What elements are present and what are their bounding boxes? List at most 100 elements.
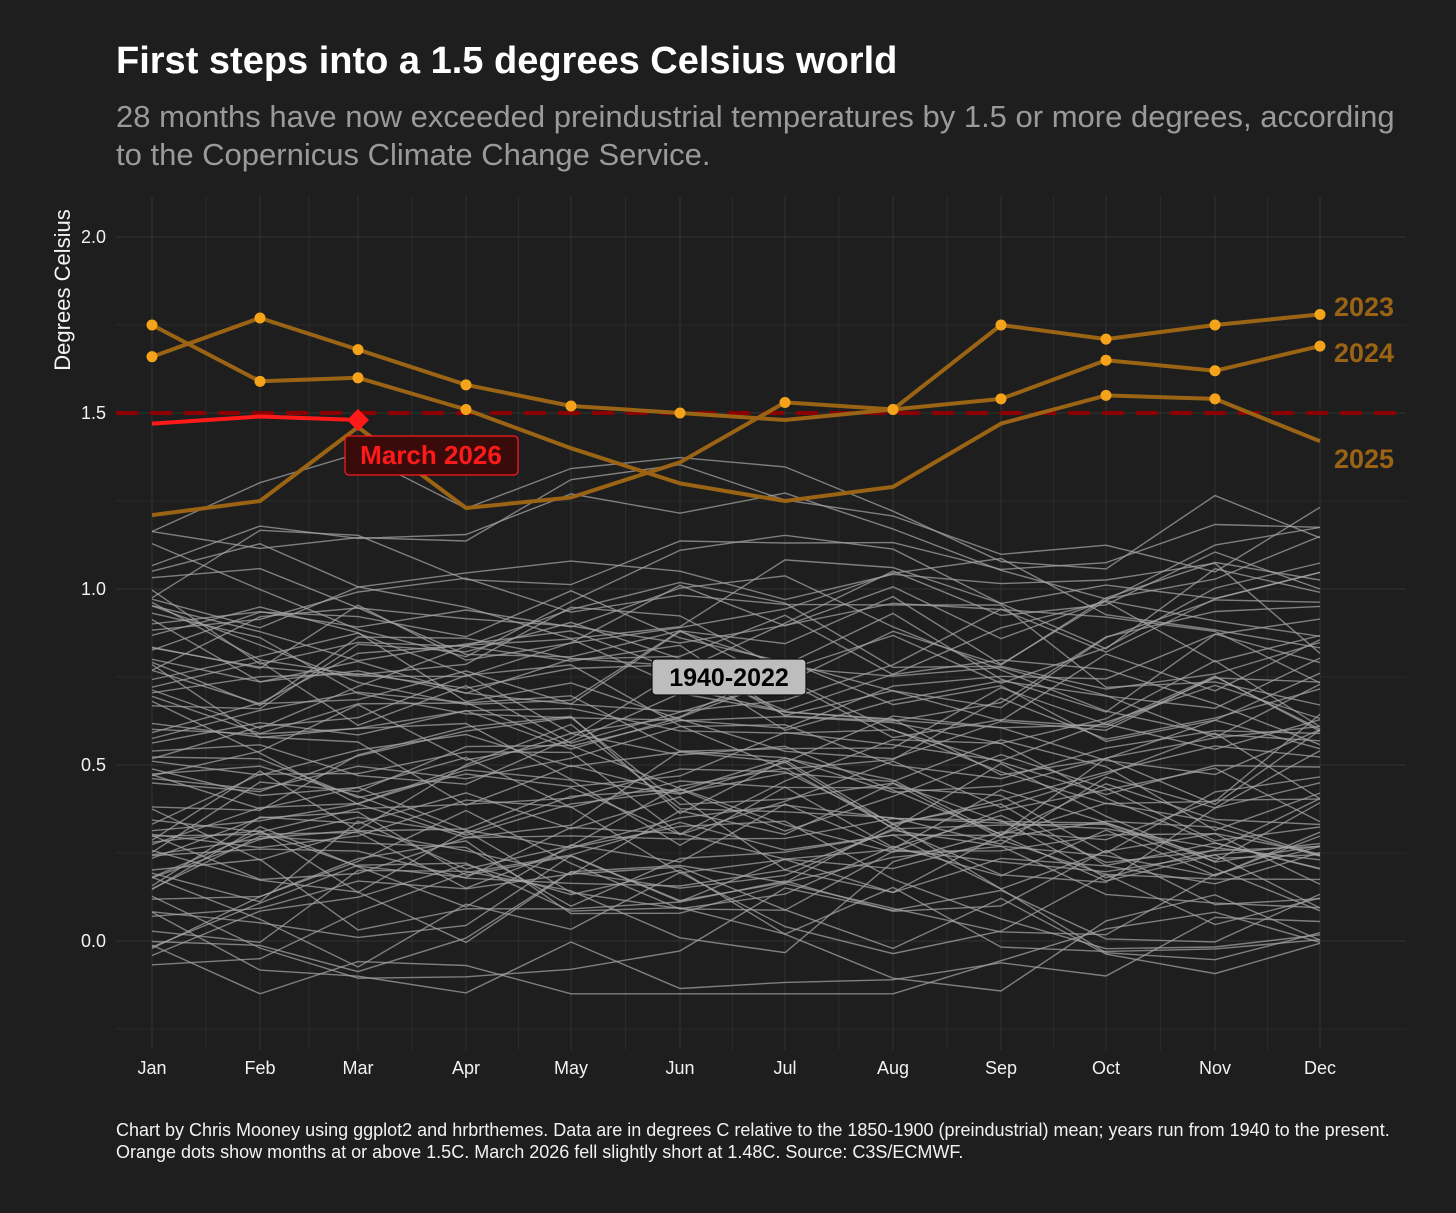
historical-year-line [151, 560, 1321, 654]
historical-year-line [151, 821, 1321, 966]
historical-year-line [151, 614, 1321, 746]
historical-year-line [151, 863, 1321, 992]
chart-labels: 2023 2024 2025 March 2026 1940-2022 [344, 292, 1394, 696]
series-label-2025: 2025 [1334, 444, 1394, 474]
historical-year-line [151, 871, 1321, 968]
x-tick-label: Mar [343, 1058, 374, 1078]
marker-2026-mar [347, 409, 369, 432]
x-tick-label: Sep [985, 1058, 1017, 1078]
x-tick-label: Jun [665, 1058, 694, 1078]
x-tick-label: Feb [244, 1058, 275, 1078]
series-line-2023 [151, 312, 1321, 518]
dot-2023-dec [1314, 308, 1326, 320]
x-tick-label: Dec [1304, 1058, 1336, 1078]
historical-year-line [151, 767, 1321, 903]
dot-2024-apr [460, 379, 472, 391]
dot-2024-oct [1100, 354, 1112, 366]
dot-2024-sep [995, 393, 1007, 405]
x-tick-label: May [554, 1058, 588, 1078]
dot-2025-jan [146, 319, 158, 331]
dot-2023-jul [779, 396, 791, 408]
y-tick-label: 0.5 [81, 755, 106, 775]
historical-year-line [151, 774, 1321, 861]
dot-2024-dec [1314, 340, 1326, 352]
historical-year-line [151, 606, 1321, 760]
historical-year-line [151, 692, 1321, 806]
historical-year-line [151, 659, 1321, 747]
historical-year-line [151, 820, 1321, 950]
dot-2024-may [565, 400, 577, 412]
dot-2024-aug [887, 403, 899, 415]
historical-year-line [151, 612, 1321, 729]
annotation-historical-text: 1940-2022 [669, 664, 789, 692]
annotation-march-2026: March 2026 [344, 435, 519, 476]
historical-year-line [151, 798, 1321, 954]
historical-year-line [151, 840, 1321, 950]
y-tick-label: 0.0 [81, 931, 106, 951]
y-tick-label: 1.5 [81, 403, 106, 423]
historical-year-line [151, 664, 1321, 770]
historical-year-line [151, 911, 1321, 994]
historical-year-line [151, 738, 1321, 870]
historical-year-line [151, 452, 1321, 570]
dot-2025-oct [1100, 389, 1112, 401]
x-tick-label: Oct [1092, 1058, 1120, 1078]
series-label-2023: 2023 [1334, 292, 1394, 322]
y-tick-label: 1.0 [81, 579, 106, 599]
historical-year-line [151, 700, 1321, 839]
historical-year-line [151, 823, 1321, 944]
historical-year-line [151, 612, 1321, 713]
annotation-march-2026-text: March 2026 [360, 440, 502, 470]
historical-year-line [151, 866, 1321, 975]
historical-year-line [151, 534, 1321, 658]
chart-caption: Chart by Chris Mooney using ggplot2 and … [116, 1120, 1390, 1162]
chart-title: First steps into a 1.5 degrees Celsius w… [116, 40, 898, 82]
recent-years-lines [146, 308, 1326, 518]
historical-year-line [151, 551, 1321, 673]
historical-year-line [151, 722, 1321, 831]
historical-year-line [151, 526, 1321, 678]
historical-year-line [151, 834, 1321, 909]
series-line-2025 [151, 323, 1321, 503]
historical-year-line [151, 595, 1321, 706]
historical-year-line [151, 725, 1321, 837]
chart-subtitle: 28 months have now exceeded preindustria… [116, 99, 1395, 172]
historical-year-line [151, 768, 1321, 870]
historical-year-line [151, 686, 1321, 752]
historical-year-line [151, 581, 1321, 690]
dot-2024-mar [352, 344, 364, 356]
annotation-historical-box [651, 658, 807, 696]
dot-2025-feb [254, 375, 266, 387]
historical-year-line [151, 660, 1321, 745]
historical-year-line [151, 557, 1321, 670]
historical-year-line [151, 769, 1321, 864]
historical-year-line [151, 723, 1321, 856]
historical-year-line [151, 733, 1321, 863]
historical-year-line [151, 575, 1321, 742]
dot-2024-jan [146, 351, 158, 363]
y-tick-label: 2.0 [81, 227, 106, 247]
x-tick-label: Apr [452, 1058, 480, 1078]
series-line-2026 [151, 414, 359, 426]
historical-lines [151, 452, 1321, 995]
historical-year-line [151, 571, 1321, 713]
historical-year-line [151, 887, 1321, 979]
historical-year-line [151, 561, 1321, 684]
dot-2023-oct [1100, 333, 1112, 345]
historical-year-line [151, 602, 1321, 684]
series-line-2024 [151, 316, 1321, 422]
historical-year-line [151, 823, 1321, 939]
dot-2024-jun [674, 407, 686, 419]
annotation-march-2026-box [344, 435, 519, 476]
historical-year-line [151, 664, 1321, 805]
dot-2023-sep [995, 319, 1007, 331]
historical-year-line [151, 492, 1321, 600]
historical-year-line [151, 756, 1321, 854]
historical-year-line [151, 463, 1321, 573]
dot-2024-feb [254, 312, 266, 324]
annotation-historical: 1940-2022 [651, 658, 807, 696]
dot-2025-nov [1209, 393, 1221, 405]
historical-year-line [151, 802, 1321, 894]
dot-2024-nov [1209, 365, 1221, 377]
x-tick-label: Nov [1199, 1058, 1231, 1078]
